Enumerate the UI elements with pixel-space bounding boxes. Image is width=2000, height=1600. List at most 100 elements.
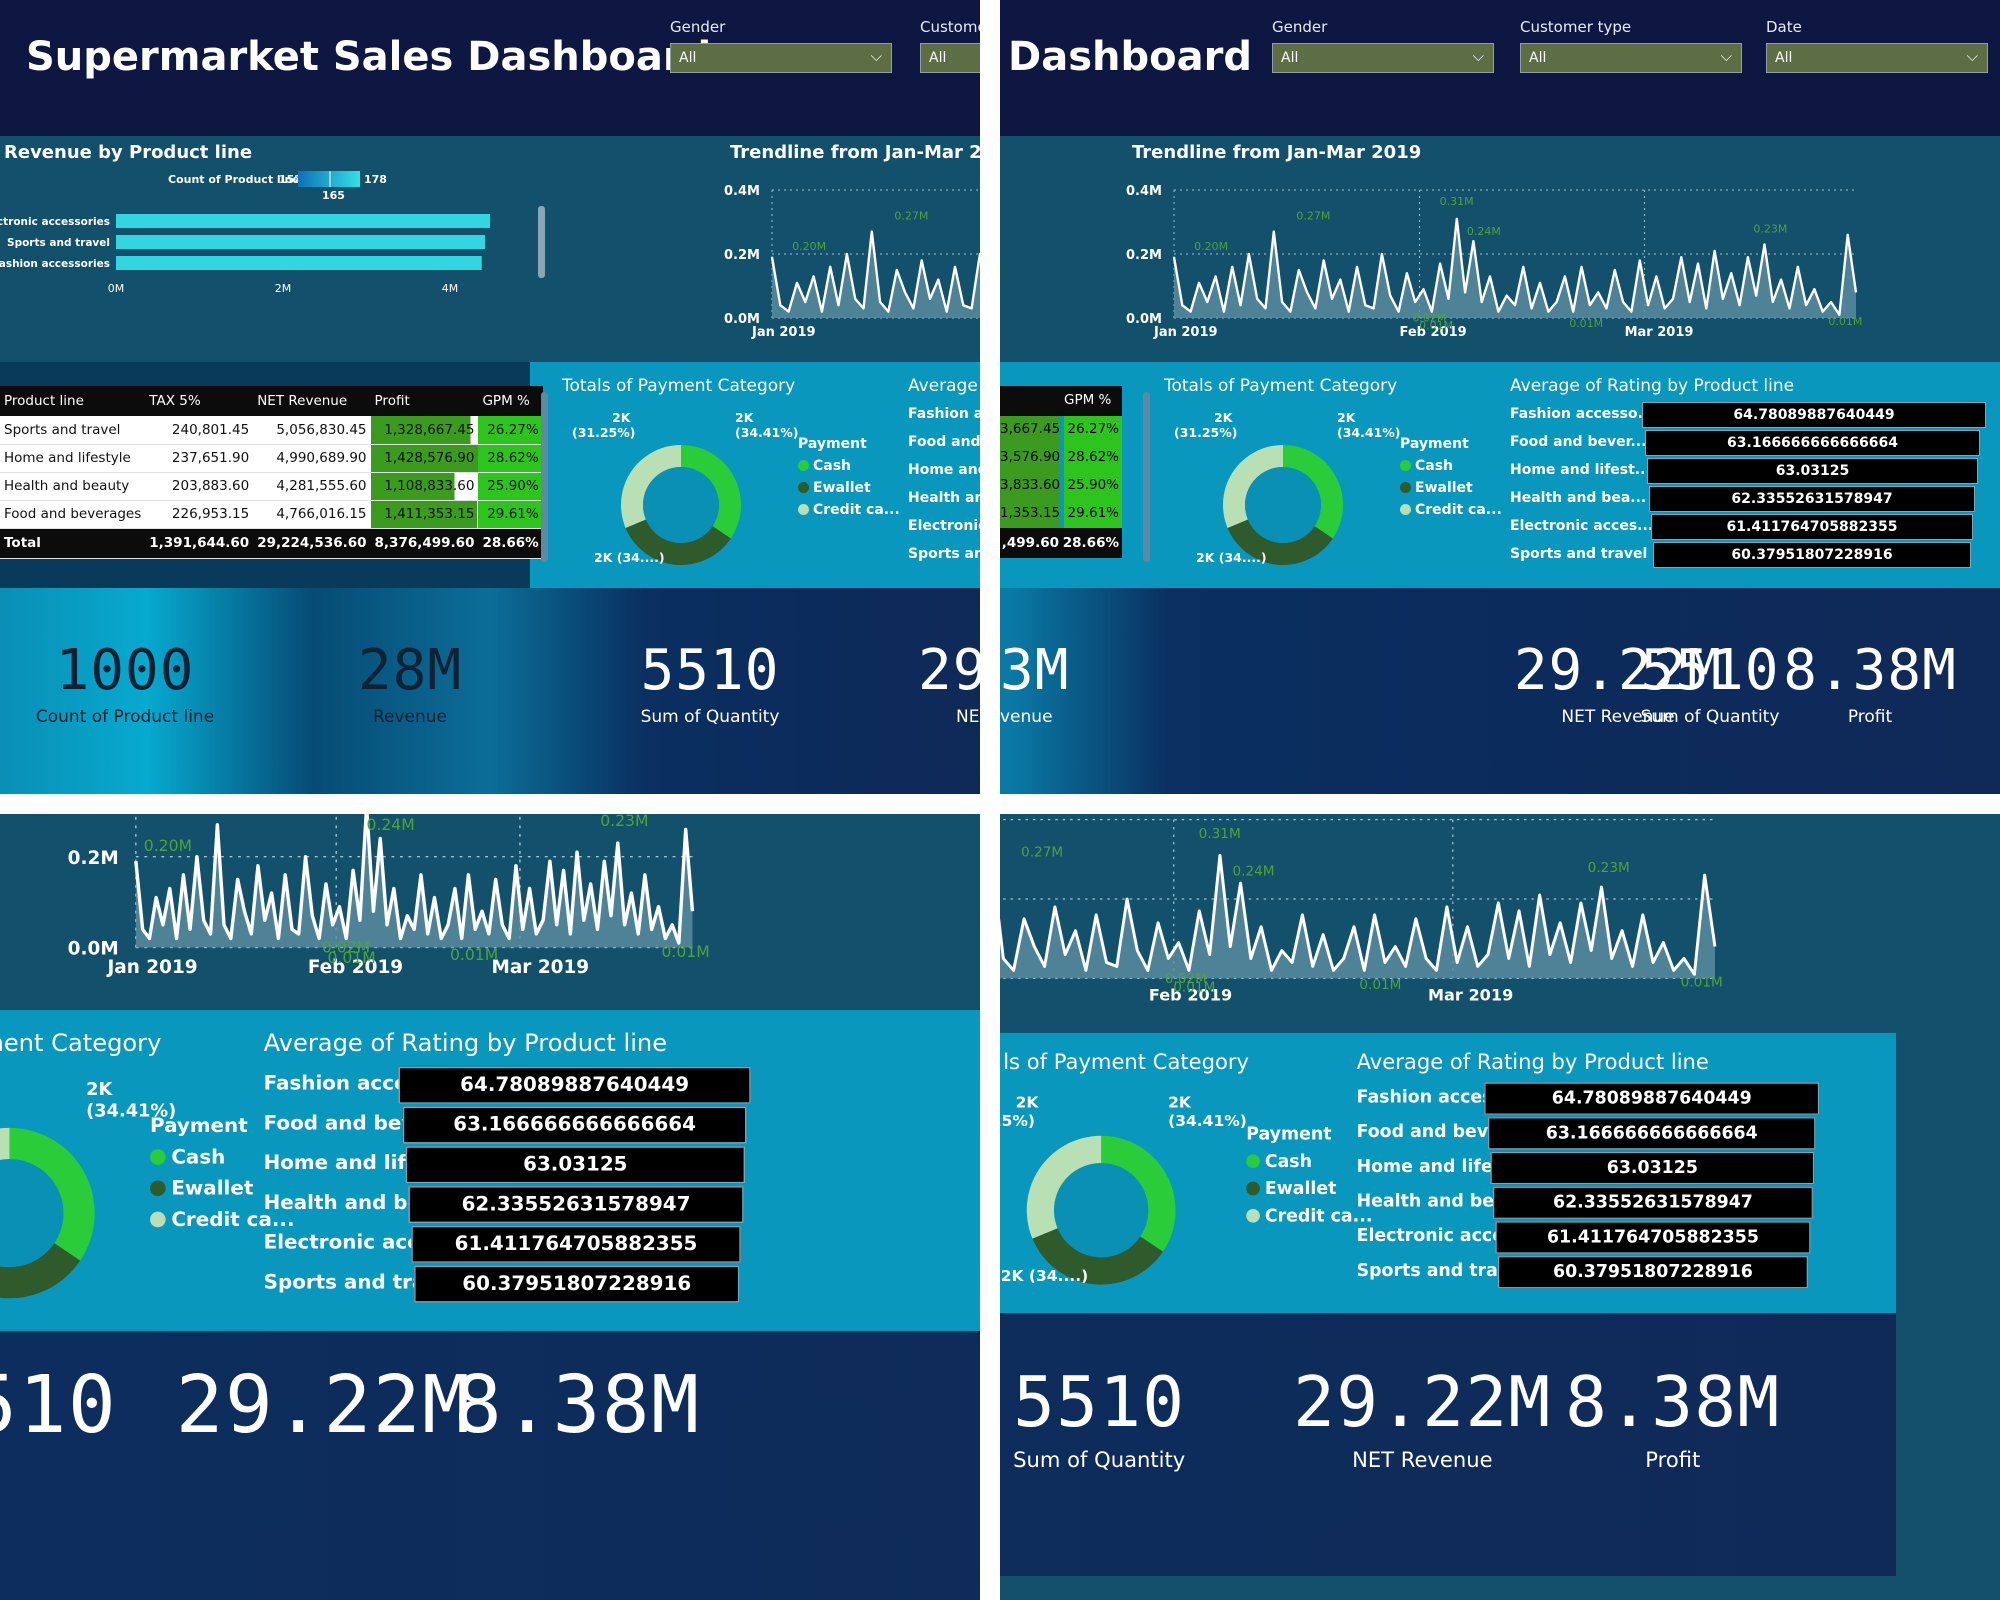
data-label: 0.24M [366,816,414,834]
legend-item-cash[interactable]: Cash [150,1146,295,1169]
cell: Sports and travel [0,416,146,445]
payment-donut-chart [621,445,741,565]
kpi-value: 29.22M [175,1359,472,1452]
column-header[interactable]: TAX 5% [145,386,254,416]
rating-bar[interactable]: 63.03125 [1490,1151,1815,1185]
y-tick-label: 0.2M [68,848,119,869]
rating-bar[interactable]: 61.411764705882355 [1651,514,1973,540]
data-label: 0.23M [1753,222,1787,235]
rating-bar[interactable]: 63.166666666666664 [1488,1117,1816,1150]
legend-dot [150,1149,166,1165]
rating-bar[interactable]: 61.411764705882355 [1495,1221,1811,1254]
category-label: Sports and travel [7,237,110,249]
legend-item-credit[interactable]: Credit ca... [1246,1206,1372,1226]
legend-item-ewallet[interactable]: Ewallet [150,1178,295,1200]
legend-item-credit[interactable]: Credit ca... [798,502,900,518]
gender-slicer[interactable]: Gender All ⌵ [670,18,892,73]
rating-bar[interactable]: 62.33552631578947 [408,1186,744,1224]
rating-bar[interactable]: 64.78089887640449 [398,1066,751,1104]
y-tick-label: 0.4M [1126,184,1162,199]
table-scrollbar[interactable] [541,392,548,562]
rating-bar[interactable]: 63.03125 [405,1146,746,1184]
legend-item-cash[interactable]: Cash [1246,1152,1372,1172]
trend-line [1172,217,1858,316]
y-tick-label: 0.2M [724,248,760,263]
rating-bar[interactable]: 63.166666666666664 [1645,430,1980,456]
rating-bar[interactable]: 60.37951807228916 [1653,542,1971,568]
rating-bar[interactable]: 62.33552631578947 [1649,486,1975,512]
table-row[interactable]: 3,667.45 26.27% [1000,416,1122,444]
table-row[interactable]: Health and beauty 203,883.60 4,281,555.60 1… [0,472,543,501]
payment-legend: Payment Cash Ewallet Credit ca... [1246,1124,1372,1226]
donut-hole [1054,1163,1149,1258]
column-header[interactable]: Product line [0,386,146,416]
legend-label: Credit ca... [813,502,900,518]
date-slicer[interactable]: Date All ⌵ [1766,18,1988,73]
legend-label: Cash [813,458,852,474]
customer-type-slicer[interactable]: Customer type All ⌵ [1520,18,1742,73]
kpi-quantity-card: 5510 Sum of Quantity [1013,1363,1185,1473]
gender-dropdown[interactable]: All ⌵ [670,43,892,73]
rating-bar[interactable]: 63.166666666666664 [402,1106,747,1144]
customer-type-dropdown[interactable]: All [920,43,980,73]
rating-bar[interactable]: 61.411764705882355 [411,1225,741,1263]
table-row[interactable]: Home and lifestyle 237,651.90 4,990,689.90… [0,444,543,473]
rating-bar[interactable]: 63.03125 [1647,458,1978,484]
rating-bar[interactable]: 64.78089887640449 [1484,1082,1820,1115]
donut-label-c: 2K (34....) [594,550,665,565]
gpm-cell: 25.90% [1064,472,1122,500]
rating-label: Health and [908,490,980,506]
customer-type-dropdown[interactable]: All ⌵ [1520,43,1742,73]
rating-bar[interactable]: 62.33552631578947 [1493,1186,1813,1219]
legend-item-cash[interactable]: Cash [1400,458,1502,474]
kpi-net-card: 29.22M NET Revenue [1488,638,1748,727]
table-cut: 3,667.45 26.27% 3,576.90 28.62% 3,833.60 25… [1000,416,1122,558]
cell: 5,056,830.45 [253,416,371,445]
legend-item-ewallet[interactable]: Ewallet [1246,1179,1372,1199]
kpi-label: Sum of Quantity [1013,1448,1186,1474]
legend-dot [1246,1181,1260,1196]
gender-dropdown[interactable]: All ⌵ [1272,43,1494,73]
chart-row: 1781652M4M Trendline from Jan-Mar 2019 0… [1000,136,2000,362]
kpi-row: 3M venue 5510 Sum of Quantity [1000,588,2000,794]
legend-item-ewallet[interactable]: Ewallet [798,480,900,496]
rating-bar[interactable]: 64.78089887640449 [1642,402,1986,428]
data-label: 0.01M [327,949,375,967]
chevron-down-icon: ⌵ [1472,47,1484,65]
donut-value: 2K [1337,410,1356,425]
kpi-count-card: 1000 Count of Product line [25,638,225,727]
table-row[interactable]: 3,833.60 25.90% [1000,472,1122,500]
table-row[interactable]: 3,576.90 28.62% [1000,444,1122,472]
kpi-label: NET Revenue [1352,1448,1493,1474]
data-label: 0.23M [1588,860,1630,876]
legend-title: Payment [1246,1124,1332,1145]
kpi-row: 1000 Count of Product line 28M Revenue 551… [0,588,980,794]
data-label: 0.27M [1021,844,1063,860]
legend-item-ewallet[interactable]: Ewallet [1400,480,1502,496]
kpi-value: 5510 [0,1359,118,1452]
legend-item-cash[interactable]: Cash [798,458,900,474]
table-scrollbar[interactable] [1143,392,1150,562]
column-header[interactable]: Profit [370,386,479,416]
customer-type-slicer[interactable]: Custome All [920,18,980,73]
table-row[interactable]: Food and beverages 226,953.15 4,766,016.15… [0,500,543,529]
x-tick-label: Mar 2019 [492,957,590,978]
gender-slicer[interactable]: Gender All ⌵ [1272,18,1494,73]
table-row[interactable]: 1,353.15 29.61% [1000,500,1122,528]
legend-item-credit[interactable]: Credit ca... [150,1209,295,1232]
rating-bar[interactable]: 60.37951807228916 [414,1265,740,1303]
column-header[interactable]: NET Revenue [253,386,371,416]
column-header[interactable]: GPM % [478,386,543,416]
kpi-value: 29.22M [1293,1362,1552,1444]
date-dropdown[interactable]: All ⌵ [1766,43,1988,73]
rating-bar[interactable]: 60.37951807228916 [1497,1256,1808,1289]
legend-label: Ewallet [1415,480,1473,496]
kpi-label: Profit [1645,1448,1701,1474]
legend-item-credit[interactable]: Credit ca... [1400,502,1502,518]
table-row[interactable]: Sports and travel 240,801.45 5,056,830.45 1… [0,416,543,445]
data-label: 0.31M [1440,195,1474,208]
donut-value: 2K [1015,1092,1039,1111]
column-header[interactable]: GPM % [1064,392,1112,408]
